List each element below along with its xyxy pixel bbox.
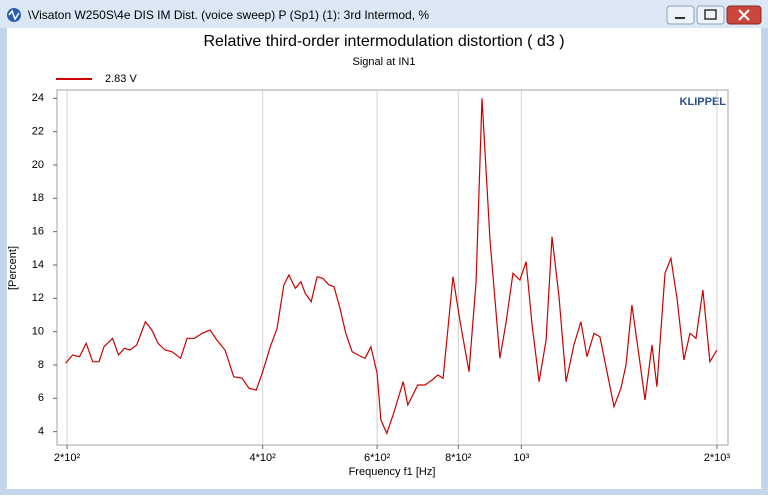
- y-tick-label: 16: [32, 226, 44, 238]
- minimize-button[interactable]: [666, 5, 695, 25]
- y-tick-label: 8: [38, 359, 44, 371]
- annotation: KLIPPEL: [680, 96, 727, 108]
- title-bar: [0, 0, 768, 28]
- window-title: \Visaton W250S\4e DIS IM Dist. (voice sw…: [28, 8, 429, 22]
- close-glyph: [738, 9, 750, 21]
- x-axis-label: Frequency f1 [Hz]: [349, 466, 436, 478]
- chart-title: Relative third-order intermodulation dis…: [203, 33, 564, 50]
- y-tick-label: 4: [38, 426, 44, 438]
- y-tick-label: 18: [32, 192, 44, 204]
- legend-label: 2.83 V: [105, 73, 137, 85]
- x-tick-label: 8*10²: [445, 452, 472, 464]
- minimize-glyph: [675, 17, 685, 19]
- plot-area: [56, 89, 729, 446]
- maximize-glyph: [704, 9, 717, 20]
- chart-subtitle: Signal at IN1: [353, 56, 416, 68]
- y-tick-label: 24: [32, 92, 44, 104]
- x-tick-label: 2*10³: [704, 452, 731, 464]
- app-icon-glyph: [8, 9, 20, 21]
- y-tick-label: 14: [32, 259, 44, 271]
- maximize-button[interactable]: [696, 5, 725, 25]
- y-tick-label: 20: [32, 159, 44, 171]
- x-tick-label: 6*10²: [364, 452, 391, 464]
- y-axis-label: [Percent]: [7, 246, 19, 290]
- data-line: [65, 98, 718, 435]
- y-tick-label: 6: [38, 392, 44, 404]
- y-tick-label: 22: [32, 126, 44, 138]
- x-tick-label: 10³: [513, 452, 529, 464]
- x-tick-label: 2*10²: [54, 452, 81, 464]
- x-tick-label: 4*10²: [250, 452, 277, 464]
- y-tick-label: 12: [32, 292, 44, 304]
- y-tick-label: 10: [32, 326, 44, 338]
